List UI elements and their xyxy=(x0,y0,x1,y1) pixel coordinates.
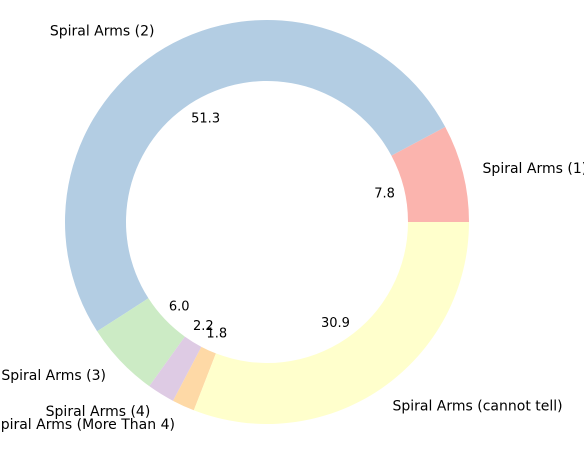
slice-labels: Spiral Arms (1) Spiral Arms (2) Spiral Arm… xyxy=(0,23,584,433)
value-label-spiral-arms-more-than-4: 1.8 xyxy=(206,326,227,341)
slice-label-spiral-arms-3: Spiral Arms (3) xyxy=(1,368,106,384)
slice-label-spiral-arms-1: Spiral Arms (1) xyxy=(483,161,584,177)
slice-spiral-arms-2 xyxy=(65,20,446,332)
value-label-spiral-arms-3: 6.0 xyxy=(169,300,190,315)
slice-spiral-arms-cannot-tell xyxy=(193,222,469,424)
value-label-spiral-arms-2: 51.3 xyxy=(191,111,220,126)
slice-label-spiral-arms-2: Spiral Arms (2) xyxy=(50,23,155,39)
slice-label-spiral-arms-more-than-4: Spiral Arms (More Than 4) xyxy=(0,417,175,433)
slice-label-spiral-arms-cannot-tell: Spiral Arms (cannot tell) xyxy=(392,398,562,414)
slice-spiral-arms-3 xyxy=(97,298,185,387)
slice-spiral-arms-4 xyxy=(149,336,202,401)
value-label-spiral-arms-4: 2.2 xyxy=(193,319,214,334)
slice-spiral-arms-1 xyxy=(391,126,469,222)
value-labels: 7.8 51.3 6.02.21.8 30.9 xyxy=(169,111,395,341)
slice-spiral-arms-more-than-4 xyxy=(173,346,216,411)
value-label-spiral-arms-1: 7.8 xyxy=(374,187,395,202)
donut-slices xyxy=(65,20,469,424)
slice-label-spiral-arms-4: Spiral Arms (4) xyxy=(46,404,151,420)
value-label-spiral-arms-cannot-tell: 30.9 xyxy=(321,316,350,331)
